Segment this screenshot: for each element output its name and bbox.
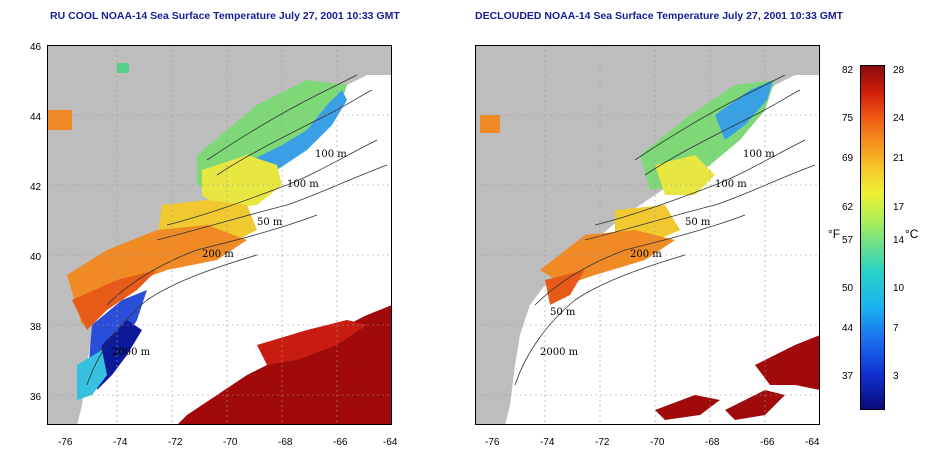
colorbar-c-tick: 28 bbox=[893, 65, 905, 76]
y-tick-label: 40 bbox=[30, 252, 42, 263]
x-tick-label: -76 bbox=[58, 437, 73, 448]
colorbar-f-tick: 69 bbox=[842, 153, 854, 164]
contour-label: 100 m bbox=[743, 149, 775, 160]
contour-label: 2000 m bbox=[112, 347, 151, 358]
x-tick-label: -68 bbox=[705, 437, 720, 448]
colorbar-c-tick: 21 bbox=[893, 153, 905, 164]
colorbar-f-tick: 57 bbox=[842, 235, 854, 246]
colorbar-c-tick: 14 bbox=[893, 235, 905, 246]
x-tick-label: -64 bbox=[805, 437, 820, 448]
colorbar-c-tick: 3 bbox=[893, 371, 899, 382]
colorbar-f-tick: 37 bbox=[842, 371, 854, 382]
left-map-title: RU COOL NOAA-14 Sea Surface Temperature … bbox=[50, 10, 400, 22]
y-tick-label: 46 bbox=[30, 42, 42, 53]
colorbar-f-tick: 75 bbox=[842, 113, 854, 124]
colorbar-c-tick: 10 bbox=[893, 283, 905, 294]
colorbar-c-tick: 17 bbox=[893, 202, 905, 213]
x-tick-label: -64 bbox=[383, 437, 398, 448]
right-axes: 46 44 42 40 38 36 -76 -74 -72 -70 -68 -6… bbox=[485, 437, 820, 448]
left-axes: 46 44 42 40 38 36 -76 -74 -72 -70 -68 -6… bbox=[30, 42, 398, 448]
x-tick-label: -74 bbox=[540, 437, 555, 448]
colorbar-f-tick: 82 bbox=[842, 65, 854, 76]
contour-label: 100 m bbox=[715, 179, 747, 190]
celsius-unit-label: °C bbox=[905, 227, 919, 241]
x-tick-label: -70 bbox=[650, 437, 665, 448]
right-sst-map: 100 m 100 m 50 m 200 m 50 m 2000 m bbox=[475, 45, 820, 425]
x-tick-label: -76 bbox=[485, 437, 500, 448]
x-tick-label: -68 bbox=[278, 437, 293, 448]
contour-label: 2000 m bbox=[540, 347, 579, 358]
contour-label: 100 m bbox=[287, 179, 319, 190]
x-tick-label: -72 bbox=[595, 437, 610, 448]
x-tick-label: -66 bbox=[760, 437, 775, 448]
contour-label: 200 m bbox=[630, 249, 662, 260]
y-tick-label: 38 bbox=[30, 322, 42, 333]
colorbar-c-tick: 7 bbox=[893, 323, 899, 334]
contour-label: 200 m bbox=[202, 249, 234, 260]
fahrenheit-unit-label: °F bbox=[828, 227, 841, 241]
contour-label: 50 m bbox=[257, 217, 283, 228]
land-mass bbox=[475, 45, 820, 425]
colorbar-gradient bbox=[860, 65, 885, 410]
contour-label: 50 m bbox=[550, 307, 576, 318]
x-tick-label: -70 bbox=[223, 437, 238, 448]
colorbar-f-tick: 50 bbox=[842, 283, 854, 294]
x-tick-label: -66 bbox=[333, 437, 348, 448]
colorbar-f-tick: 62 bbox=[842, 202, 854, 213]
y-tick-label: 44 bbox=[30, 112, 42, 123]
y-tick-label: 36 bbox=[30, 392, 42, 403]
land-mass bbox=[47, 45, 392, 425]
colorbar-f-tick: 44 bbox=[842, 323, 854, 334]
x-tick-label: -74 bbox=[113, 437, 128, 448]
x-tick-label: -72 bbox=[168, 437, 183, 448]
contour-label: 50 m bbox=[685, 217, 711, 228]
contour-label: 100 m bbox=[315, 149, 347, 160]
left-sst-map: 100 m 100 m 50 m 200 m 2000 m bbox=[47, 45, 392, 425]
temperature-colorbar: 82 75 69 62 57 50 44 37 28 24 21 17 14 1… bbox=[828, 65, 918, 410]
colorbar-c-tick: 24 bbox=[893, 113, 905, 124]
right-map-title: DECLOUDED NOAA-14 Sea Surface Temperatur… bbox=[475, 10, 844, 22]
y-tick-label: 42 bbox=[30, 182, 42, 193]
